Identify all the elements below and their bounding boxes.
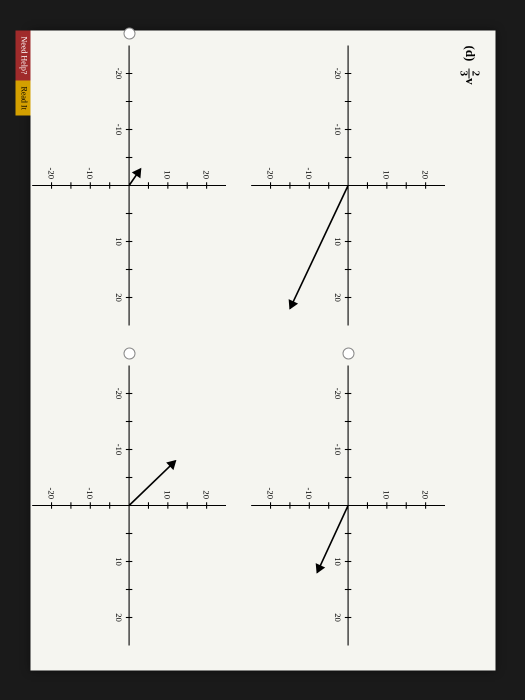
denominator: 3: [457, 68, 468, 78]
svg-text:-10: -10: [114, 123, 124, 134]
svg-text:20: 20: [333, 613, 343, 622]
svg-text:20: 20: [420, 490, 430, 499]
svg-text:10: 10: [381, 170, 391, 179]
svg-text:10: 10: [333, 557, 343, 566]
svg-text:-20: -20: [46, 167, 56, 178]
svg-text:-20: -20: [333, 387, 343, 398]
svg-text:-10: -10: [114, 443, 124, 454]
vector-plot-c: -20 -20 -10 -10 10 10 20 20: [29, 45, 228, 325]
vector-plot-d: -20 -20 -10 -10 10 10 20 20: [29, 365, 228, 645]
numerator: 2: [468, 68, 480, 78]
svg-text:20: 20: [114, 613, 124, 622]
svg-text:-20: -20: [333, 67, 343, 78]
option-bottom-right[interactable]: -20 -20 -10 -10 10 10 20 20: [29, 365, 228, 645]
svg-text:-10: -10: [304, 487, 314, 498]
svg-text:20: 20: [114, 293, 124, 302]
part-label: (d): [463, 45, 478, 61]
option-bottom-left[interactable]: -20 -20 -10 -10 10 10 20 20: [29, 45, 228, 325]
svg-text:-20: -20: [265, 167, 275, 178]
svg-text:-10: -10: [304, 167, 314, 178]
read-it-button[interactable]: Read It: [15, 80, 30, 115]
svg-text:-20: -20: [265, 487, 275, 498]
viewport: (d) 2 3 v -20 -20 -10 -10 10 10 20 20 -20 -20 -10…: [0, 0, 525, 700]
svg-text:10: 10: [162, 490, 172, 499]
svg-text:10: 10: [114, 237, 124, 246]
option-top-right[interactable]: -20 -20 -10 -10 10 10 20 20: [248, 365, 447, 645]
fraction: 2 3: [457, 68, 480, 78]
svg-text:-20: -20: [46, 487, 56, 498]
vector-plot-a: -20 -20 -10 -10 10 10 20 20: [248, 45, 447, 325]
need-help-button[interactable]: Need Help?: [15, 30, 30, 80]
svg-text:-20: -20: [114, 67, 124, 78]
vector-symbol: v: [463, 78, 478, 85]
svg-text:10: 10: [333, 237, 343, 246]
radio-button-c[interactable]: [123, 27, 135, 39]
svg-text:-10: -10: [85, 487, 95, 498]
radio-button-b[interactable]: [342, 347, 354, 359]
svg-text:20: 20: [201, 170, 211, 179]
svg-text:10: 10: [381, 490, 391, 499]
svg-text:-10: -10: [333, 443, 343, 454]
svg-text:10: 10: [162, 170, 172, 179]
plot-grid: -20 -20 -10 -10 10 10 20 20 -20 -20 -10 -10 10 10 20 2…: [47, 45, 447, 645]
page-content: (d) 2 3 v -20 -20 -10 -10 10 10 20 20 -20 -20 -10…: [30, 30, 495, 670]
svg-text:-20: -20: [114, 387, 124, 398]
svg-text:20: 20: [201, 490, 211, 499]
vector-plot-b: -20 -20 -10 -10 10 10 20 20: [248, 365, 447, 645]
svg-text:20: 20: [333, 293, 343, 302]
svg-text:20: 20: [420, 170, 430, 179]
svg-text:10: 10: [114, 557, 124, 566]
radio-button-d[interactable]: [123, 347, 135, 359]
question-label: (d) 2 3 v: [457, 45, 480, 655]
svg-text:-10: -10: [85, 167, 95, 178]
svg-text:-10: -10: [333, 123, 343, 134]
footer-bar: Need Help? Read It: [15, 30, 30, 670]
option-top-left[interactable]: -20 -20 -10 -10 10 10 20 20: [248, 45, 447, 325]
